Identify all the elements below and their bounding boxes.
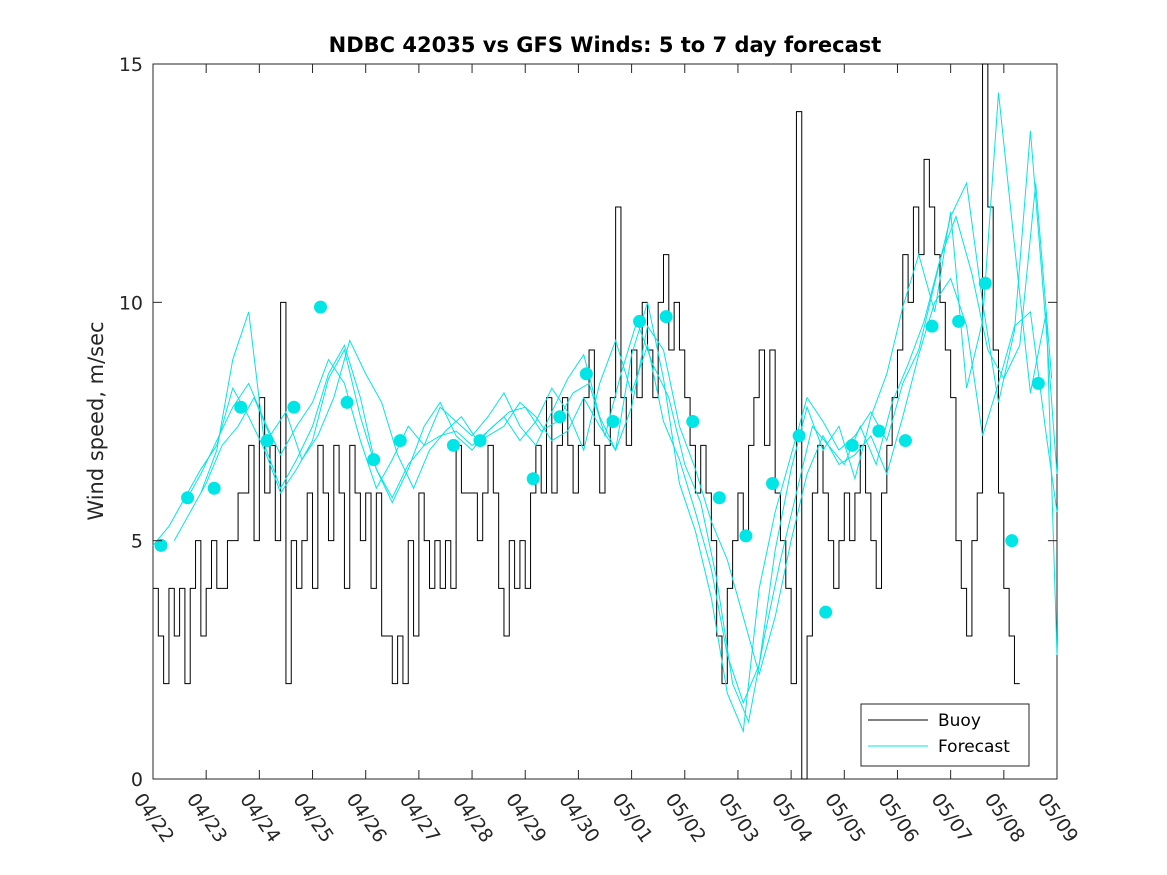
y-axis-label: Wind speed, m/sec <box>84 321 108 520</box>
forecast-marker <box>686 415 700 428</box>
forecast-marker <box>633 314 647 328</box>
forecast-marker <box>792 429 806 443</box>
forecast-marker <box>606 415 620 428</box>
forecast-marker <box>314 300 328 314</box>
y-tick-label: 5 <box>131 531 143 553</box>
legend: Buoy Forecast <box>860 703 1030 767</box>
forecast-line-4 <box>200 92 1058 705</box>
legend-box <box>860 703 1030 767</box>
forecast-markers <box>154 276 1045 619</box>
forecast-marker <box>181 491 195 505</box>
legend-buoy-label: Buoy <box>938 711 981 731</box>
forecast-marker <box>898 434 912 448</box>
y-tick-label: 0 <box>131 769 143 791</box>
plot-area <box>152 63 1058 780</box>
forecast-marker <box>393 434 407 448</box>
forecast-marker <box>207 481 221 495</box>
forecast-marker <box>287 400 301 414</box>
forecast-marker <box>872 424 886 438</box>
forecast-marker <box>712 491 726 505</box>
forecast-series-group <box>152 92 1058 734</box>
axes-box <box>152 63 1058 780</box>
y-axis: 0 5 10 15 <box>119 54 1057 791</box>
forecast-marker <box>340 395 354 409</box>
forecast-marker <box>978 276 992 290</box>
forecast-marker <box>952 314 966 328</box>
forecast-marker <box>739 529 753 543</box>
forecast-marker <box>925 319 939 333</box>
y-tick-label: 10 <box>119 292 143 314</box>
forecast-marker <box>234 400 248 414</box>
forecast-line-2 <box>173 183 1053 724</box>
forecast-marker <box>1031 376 1045 390</box>
forecast-marker <box>260 434 274 448</box>
forecast-marker <box>367 453 381 467</box>
legend-forecast-label: Forecast <box>938 737 1010 757</box>
forecast-line-3 <box>184 130 1058 734</box>
forecast-marker <box>473 434 487 448</box>
forecast-marker <box>659 310 673 324</box>
forecast-marker <box>553 410 567 424</box>
forecast-marker <box>1005 534 1019 548</box>
forecast-marker <box>766 476 780 490</box>
forecast-marker <box>154 538 168 552</box>
y-tick-label: 15 <box>119 54 143 76</box>
forecast-marker <box>579 367 593 381</box>
forecast-marker <box>446 438 460 452</box>
forecast-marker <box>526 472 540 486</box>
forecast-marker <box>819 605 833 619</box>
forecast-marker <box>845 438 859 452</box>
chart-title: NDBC 42035 vs GFS Winds: 5 to 7 day fore… <box>329 33 882 57</box>
